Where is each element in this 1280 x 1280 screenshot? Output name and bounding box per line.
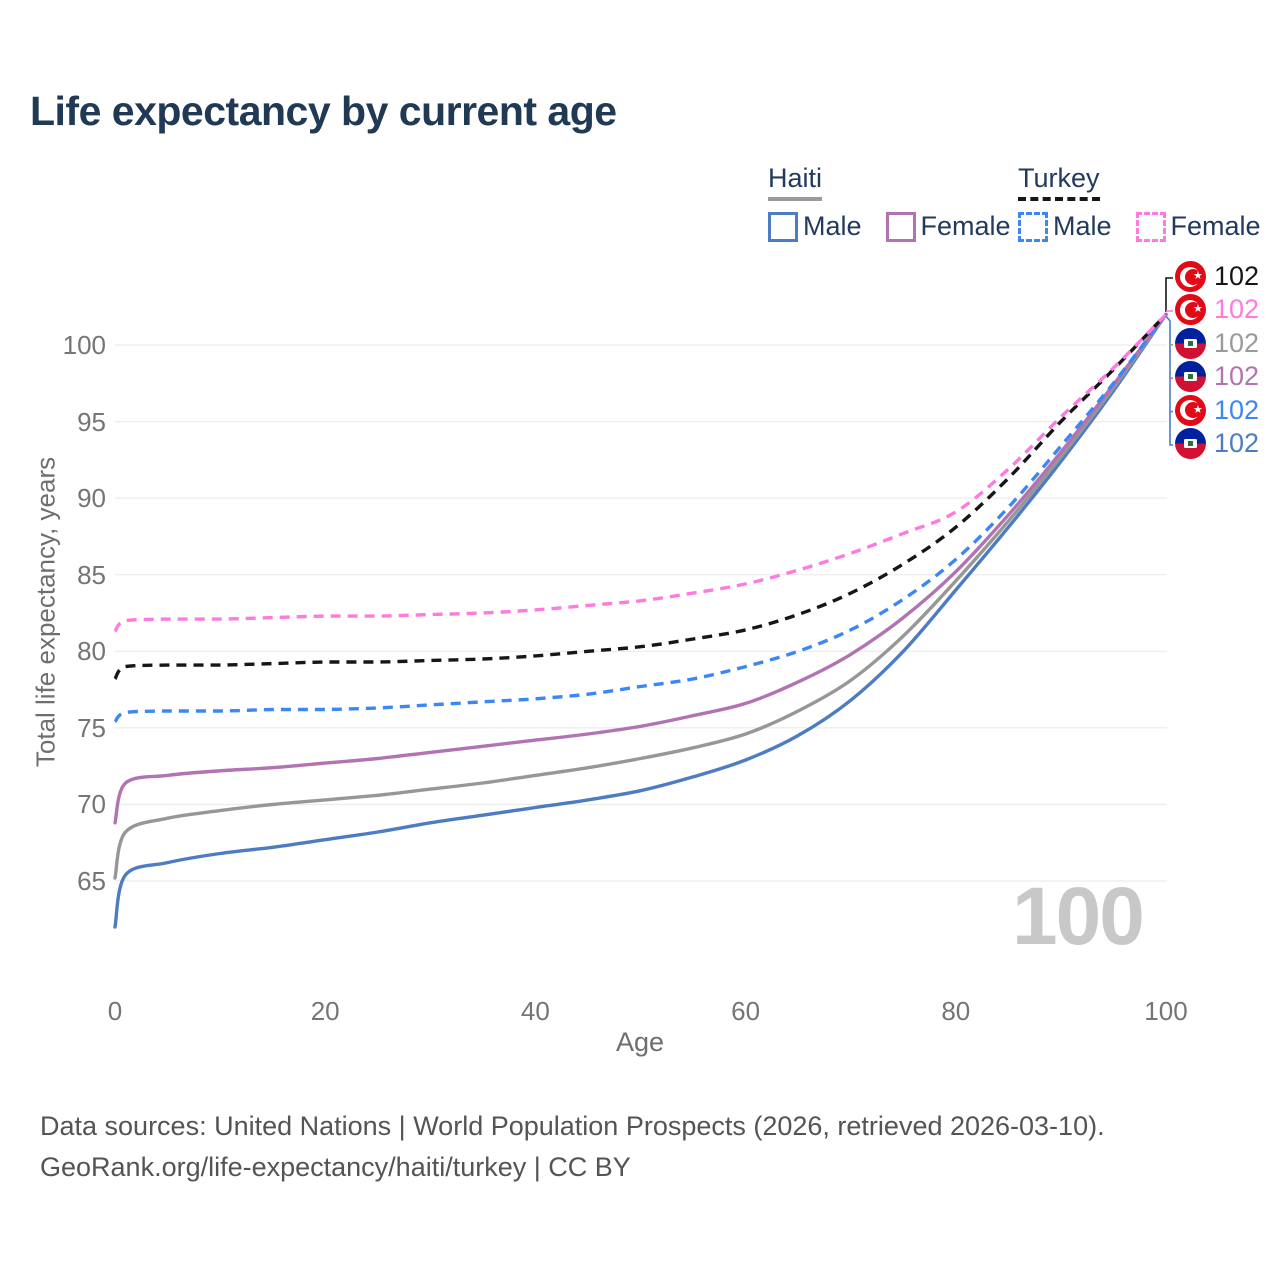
legend-group-turkey: Turkey Male Female	[1018, 163, 1261, 242]
end-label-value: 102	[1214, 427, 1260, 458]
x-tick-label: 60	[731, 996, 761, 1026]
x-tick-label: 80	[941, 996, 971, 1026]
end-label-row-haiti-total: ★ 102	[1175, 327, 1260, 359]
y-tick-label: 65	[77, 866, 106, 897]
series-lines	[113, 312, 1168, 929]
series-line-haiti-male	[113, 312, 1168, 929]
turkey-flag-icon: ★	[1175, 394, 1206, 426]
leader-line	[1165, 277, 1173, 312]
y-tick-label: 90	[77, 483, 106, 514]
haiti-male-swatch-icon	[768, 211, 798, 242]
gridlines	[115, 344, 1167, 882]
legend-item-turkey-female: Female	[1135, 211, 1261, 242]
legend-item-turkey-male: Male	[1018, 211, 1112, 242]
legend-item-haiti-male: Male	[768, 211, 862, 242]
end-label-row-turkey-total: ★ 102	[1175, 261, 1259, 292]
haiti-female-swatch-icon	[885, 211, 916, 242]
end-labels: ★ 102 ★ 102 ★ 102 ★ 102 ★ 102 ★ 102	[1175, 261, 1259, 461]
footer-attribution: GeoRank.org/life-expectancy/haiti/turkey…	[40, 1152, 631, 1182]
end-label-value: 102	[1214, 327, 1260, 358]
turkey-male-swatch-icon	[1018, 211, 1048, 242]
max-age-watermark: 100	[1012, 871, 1145, 962]
legend-label: Male	[1053, 211, 1112, 241]
series-line-haiti-female	[113, 312, 1168, 825]
end-label-row-haiti-male: ★ 102	[1175, 427, 1260, 459]
haiti-flag-icon: ★	[1175, 427, 1206, 459]
legend-items-haiti: Male Female	[768, 211, 1011, 242]
y-tick-label: 85	[77, 559, 106, 590]
end-label-row-haiti-female: ★ 102	[1175, 361, 1260, 393]
turkey-flag-icon: ★	[1175, 294, 1206, 326]
y-tick-label: 100	[62, 330, 106, 360]
y-axis-title: Total life expectancy, years	[30, 456, 61, 768]
turkey-flag-icon: ★	[1175, 261, 1206, 292]
page-title: Life expectancy by current age	[30, 88, 617, 134]
legend-group-haiti: Haiti Male Female	[768, 163, 1011, 242]
legend-label: Female	[920, 211, 1011, 241]
footer-data-sources: Data sources: United Nations | World Pop…	[40, 1111, 1105, 1141]
legend-label: Male	[803, 211, 862, 241]
footer: Data sources: United Nations | World Pop…	[40, 1106, 1105, 1188]
series-line-turkey-female	[113, 313, 1168, 633]
series-line-turkey-total-	[113, 313, 1168, 681]
end-label-value: 102	[1214, 261, 1260, 291]
y-tick-label: 70	[77, 789, 106, 820]
leader-line	[1165, 315, 1173, 446]
y-tick-label: 75	[77, 712, 106, 743]
haiti-flag-icon: ★	[1175, 327, 1206, 359]
legend-item-haiti-female: Female	[885, 211, 1011, 242]
turkey-female-swatch-icon	[1135, 211, 1166, 242]
end-label-row-turkey-male: ★ 102	[1175, 394, 1260, 426]
end-label-value: 102	[1214, 294, 1260, 325]
x-tick-label: 40	[520, 996, 550, 1026]
legend-items-turkey: Male Female	[1018, 211, 1261, 242]
series-line-haiti-total-	[113, 312, 1168, 880]
haiti-flag-icon: ★	[1175, 361, 1206, 393]
end-label-value: 102	[1214, 394, 1260, 425]
x-tick-label: 20	[310, 996, 340, 1026]
x-tick-label: 0	[107, 996, 123, 1026]
y-tick-label: 80	[77, 636, 106, 667]
legend-country-haiti: Haiti	[768, 163, 823, 201]
x-tick-label: 100	[1144, 996, 1188, 1026]
series-line-turkey-male	[113, 313, 1168, 724]
y-tick-label: 95	[77, 406, 106, 437]
end-label-leader-lines	[1165, 277, 1173, 446]
end-label-row-turkey-female: ★ 102	[1175, 294, 1260, 326]
x-axis-title: Age	[615, 1027, 665, 1057]
legend-label: Female	[1170, 211, 1261, 241]
legend-country-turkey: Turkey	[1018, 163, 1100, 201]
end-label-value: 102	[1214, 361, 1260, 392]
